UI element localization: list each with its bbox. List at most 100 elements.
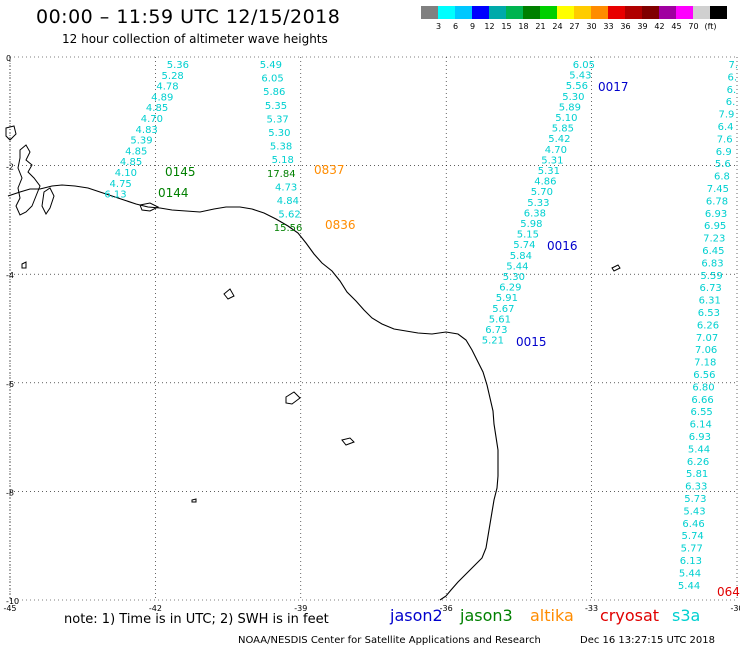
legend-swatch [421, 6, 438, 19]
legend-swatch [540, 6, 557, 19]
swh-value: 5.35 [265, 101, 287, 112]
swh-value: 5.86 [263, 87, 285, 98]
swh-value: 7.23 [703, 234, 725, 245]
swh-value: 7.07 [696, 333, 718, 344]
legend-jason3: jason3 [460, 606, 513, 625]
swh-value: 5.10 [555, 113, 577, 124]
swh-value: 6.13 [680, 556, 702, 567]
swh-value: 7. [728, 60, 738, 71]
swh-value: 6.78 [706, 196, 728, 207]
swh-value: 7.9 [718, 110, 734, 121]
legend-label: 24 [552, 22, 563, 31]
pass-time-label: 0015 [516, 335, 547, 349]
swh-value: 5.31 [541, 155, 563, 166]
swh-value: 5.30 [268, 128, 290, 139]
swh-value: 7.45 [707, 184, 729, 195]
swh-value: 6.33 [685, 482, 707, 493]
island-outline [341, 437, 355, 446]
swh-value: 5.67 [492, 304, 514, 315]
legend-label: 45 [671, 22, 682, 31]
island-outline [139, 202, 160, 212]
y-tick-label: -10 [6, 597, 19, 606]
x-tick-label: -39 [294, 604, 307, 613]
swh-value: 15.56 [274, 223, 303, 234]
swh-value: 6.83 [701, 258, 723, 269]
swh-value: 6.05 [573, 60, 595, 71]
legend-swatch [676, 6, 693, 19]
y-tick-label: -6 [6, 380, 14, 389]
legend-label: 3 [435, 22, 442, 31]
swh-value: 6.73 [485, 325, 507, 336]
legend-label: 15 [501, 22, 512, 31]
legend-swatch [438, 6, 455, 19]
swh-value: 6.38 [524, 208, 546, 219]
swh-value: 6.14 [690, 420, 712, 431]
swh-value: 6.66 [691, 395, 713, 406]
legend-label: (ft) [704, 22, 717, 31]
swh-value: 5.15 [517, 230, 539, 241]
legend-swatch [659, 6, 676, 19]
island-outline [15, 144, 41, 216]
swh-value: 4.75 [110, 179, 132, 190]
legend-label: 27 [569, 22, 580, 31]
swh-value: 5.39 [130, 136, 152, 147]
swh-value: 6.9 [716, 147, 732, 158]
swh-value: 7.06 [695, 345, 717, 356]
coastline [7, 184, 499, 601]
swh-value: 4.85 [146, 103, 168, 114]
swh-value: 6.26 [687, 457, 709, 468]
map-subtitle: 12 hour collection of altimeter wave hei… [62, 32, 328, 46]
swh-value: 5.33 [527, 198, 549, 209]
swh-value: 7.6 [717, 134, 733, 145]
swh-value: 5.43 [683, 506, 705, 517]
swh-value: 4.84 [277, 196, 299, 207]
swh-value: 6. [727, 85, 737, 96]
swh-value: 6.53 [698, 308, 720, 319]
swh-value: 5.81 [686, 469, 708, 480]
swh-value: 4.86 [534, 177, 556, 188]
legend-label: 36 [620, 22, 631, 31]
pass-time-label: 0017 [598, 80, 629, 94]
swh-value: 5.74 [682, 531, 704, 542]
legend-label: 9 [469, 22, 476, 31]
swh-value: 5.42 [548, 134, 570, 145]
swh-value: 6.29 [499, 283, 521, 294]
x-tick-label: -36 [440, 604, 453, 613]
swh-value: 5.62 [278, 210, 300, 221]
swh-value: 4.78 [156, 82, 178, 93]
credit-line: NOAA/NESDIS Center for Satellite Applica… [238, 635, 541, 646]
swh-value: 5.44 [678, 581, 700, 592]
swh-value: 6.45 [702, 246, 724, 257]
x-tick-label: -42 [149, 604, 162, 613]
legend-swatch [523, 6, 540, 19]
pass-time-label: 0837 [314, 163, 345, 177]
swh-value: 4.70 [141, 114, 163, 125]
legend-label: 6 [452, 22, 459, 31]
swh-value: 6.46 [682, 519, 704, 530]
legend-swatch [693, 6, 710, 19]
swh-value: 5.56 [566, 81, 588, 92]
legend-swatch [489, 6, 506, 19]
legend-label: 30 [586, 22, 597, 31]
pass-time-label: 0145 [165, 165, 196, 179]
swh-value: 7.18 [694, 358, 716, 369]
x-tick-label: -33 [585, 604, 598, 613]
y-tick-label: 0 [6, 54, 11, 63]
swh-value: 6.13 [104, 190, 126, 201]
swh-value: 5.44 [679, 568, 701, 579]
y-tick-label: -4 [6, 271, 14, 280]
swh-value: 6.73 [700, 283, 722, 294]
swh-value: 5.98 [520, 219, 542, 230]
legend-swatch [506, 6, 523, 19]
legend-label: 39 [637, 22, 648, 31]
swh-value: 5.21 [482, 336, 504, 347]
swh-value: 5.74 [513, 240, 535, 251]
swh-value: 5.91 [496, 293, 518, 304]
legend-swatch [574, 6, 591, 19]
legend-swatch [557, 6, 574, 19]
island-outline [21, 261, 27, 269]
swh-value: 4.10 [115, 168, 137, 179]
units-note: note: 1) Time is in UTC; 2) SWH is in fe… [64, 612, 329, 627]
axis-ticks: -45 -42 -39 -36 -33 -30 0 -2 -4 -6 -8 -10 [3, 54, 740, 613]
swh-value: 5.28 [162, 71, 184, 82]
